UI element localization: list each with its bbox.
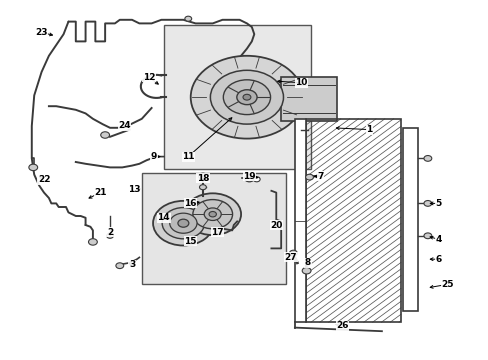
Bar [142, 173, 285, 284]
Text: 22: 22 [38, 175, 50, 184]
Bar [403, 128, 417, 311]
Text: 23: 23 [35, 28, 48, 37]
Text: 18: 18 [196, 174, 209, 183]
Circle shape [190, 56, 303, 139]
Circle shape [162, 208, 204, 239]
Text: 10: 10 [295, 78, 307, 87]
Text: 19: 19 [243, 172, 255, 181]
Bar [163, 25, 310, 169]
Circle shape [169, 213, 197, 233]
Circle shape [243, 94, 250, 100]
Text: 24: 24 [118, 122, 131, 130]
Text: 11: 11 [182, 152, 194, 161]
Circle shape [192, 199, 232, 229]
Circle shape [253, 177, 260, 182]
Circle shape [208, 211, 216, 217]
Circle shape [101, 132, 109, 138]
Text: 2: 2 [107, 228, 113, 237]
Circle shape [305, 174, 313, 180]
Circle shape [184, 16, 191, 21]
Text: 3: 3 [129, 260, 135, 269]
Circle shape [88, 239, 97, 245]
Text: 5: 5 [435, 199, 441, 208]
Text: 25: 25 [440, 280, 453, 289]
Bar [305, 119, 400, 322]
Text: 21: 21 [94, 188, 106, 197]
Circle shape [302, 267, 310, 274]
Polygon shape [280, 77, 337, 121]
Text: 6: 6 [435, 255, 441, 264]
Text: 27: 27 [284, 253, 297, 262]
Circle shape [199, 185, 206, 190]
Text: 7: 7 [316, 172, 323, 181]
Circle shape [423, 156, 431, 161]
Text: 1: 1 [366, 125, 371, 134]
Text: 16: 16 [184, 199, 197, 208]
Text: 9: 9 [150, 152, 157, 161]
Text: 14: 14 [157, 213, 170, 222]
Circle shape [423, 233, 431, 239]
Text: 15: 15 [184, 237, 197, 246]
Circle shape [178, 219, 188, 227]
Text: 4: 4 [434, 235, 441, 244]
Circle shape [223, 80, 270, 114]
Text: 13: 13 [128, 184, 141, 194]
Text: 20: 20 [269, 220, 282, 230]
Circle shape [423, 201, 431, 206]
Circle shape [184, 193, 241, 235]
Circle shape [236, 90, 257, 105]
Circle shape [204, 208, 221, 220]
Text: 26: 26 [335, 321, 348, 330]
Circle shape [210, 70, 283, 124]
Bar [294, 119, 305, 322]
Circle shape [198, 173, 207, 180]
Circle shape [29, 164, 38, 171]
Circle shape [106, 233, 113, 238]
Text: 17: 17 [211, 228, 224, 237]
Circle shape [153, 201, 213, 246]
Circle shape [116, 263, 123, 269]
Text: 12: 12 [142, 73, 155, 82]
Circle shape [289, 250, 297, 256]
Text: 8: 8 [305, 258, 310, 267]
Circle shape [244, 175, 254, 182]
